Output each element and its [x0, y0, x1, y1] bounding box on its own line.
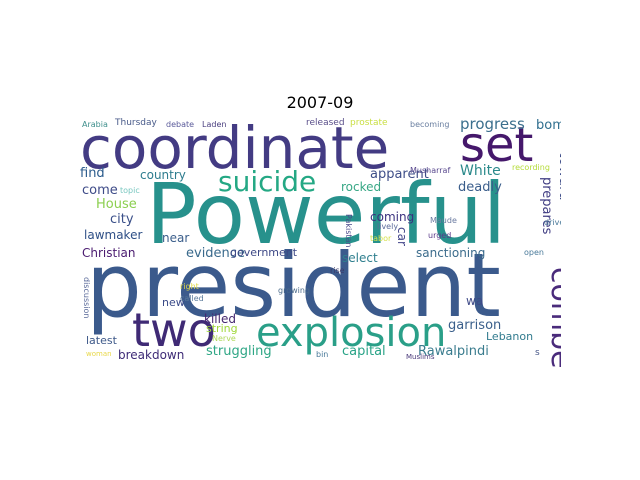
word-right: right [180, 282, 199, 291]
word-suicide: suicide [218, 165, 317, 198]
word-select: select [342, 251, 378, 265]
word-struggling: struggling [206, 344, 272, 359]
word-country: country [140, 168, 186, 182]
word-rocked: rocked [341, 180, 382, 194]
word-white: White [460, 163, 501, 179]
word-toward: toward [556, 152, 561, 201]
word-find: find [80, 166, 105, 181]
word-called: called [180, 294, 204, 303]
word-deadly: deadly [458, 180, 502, 195]
word-explosion: explosion [256, 310, 447, 356]
word-released: released [306, 118, 345, 128]
word-president: president [86, 234, 501, 337]
word-prostate: prostate [350, 118, 388, 128]
word-rawalpindi: Rawalpindi [418, 344, 489, 359]
word-muslims: Muslims [406, 353, 435, 361]
word-house: House [96, 197, 137, 212]
word-come: come [82, 183, 118, 198]
word-discussion: discussion [82, 277, 91, 319]
word-bin: bin [316, 350, 329, 359]
word-christian: Christian [82, 246, 136, 260]
word-progress: progress [460, 117, 525, 133]
word-city: city [110, 212, 134, 227]
word-growing: growing [278, 286, 310, 295]
word-car: car [395, 227, 409, 246]
word-topic: topic [120, 186, 140, 195]
word-evidence: evidence [186, 246, 245, 261]
word-urged: urged [428, 231, 452, 240]
word-coordinate: coordinate [80, 117, 390, 182]
word-open: open [524, 248, 544, 257]
word-bomb: bomb [536, 118, 561, 133]
word-becoming: becoming [410, 120, 450, 129]
word-capital: capital [342, 344, 386, 359]
word-near: near [162, 231, 190, 245]
word-s: s [535, 348, 540, 358]
word-lawmaker: lawmaker [84, 228, 143, 242]
word-latest: latest [86, 334, 117, 347]
word-wa: wa [466, 294, 484, 308]
word-tabor: tabor [370, 234, 392, 243]
word-lively: lively [377, 222, 399, 231]
figure-title: 2007-09 [286, 93, 354, 112]
word-string: string [206, 322, 238, 335]
word-government: government [230, 246, 298, 259]
word-rise: rise [330, 266, 345, 275]
word-arabia: Arabia [82, 120, 108, 129]
word-apparent: apparent [370, 167, 429, 182]
word-comber: comber [544, 267, 561, 367]
word-set: set [460, 117, 534, 173]
word-woman: woman [86, 350, 112, 358]
word-thursday: Thursday [115, 118, 157, 128]
word-pakistan: Pakistan [344, 214, 353, 248]
word-recording: recording [512, 163, 550, 172]
word-debate: debate [166, 120, 195, 129]
word-nerve: Nerve [212, 334, 236, 343]
word-breakdown: breakdown [118, 348, 185, 362]
word-coming: coming [370, 210, 415, 224]
word-laden: Laden [202, 120, 227, 129]
word-powerful: Powerful [146, 165, 507, 263]
word-killed: killed [204, 312, 236, 326]
word-new: new [162, 296, 185, 309]
word-lebanon: Lebanon [486, 330, 534, 343]
word-sanctioning: sanctioning [416, 246, 486, 260]
word-prepares: prepares [539, 177, 554, 235]
word-cloud: coordinate set Powerful president two ex… [80, 117, 561, 367]
word-two: two [132, 303, 216, 357]
word-drive: drive [544, 218, 561, 227]
word-musharraf: Musharraf [410, 166, 451, 175]
word-maude: Maude [430, 216, 457, 225]
word-garrison: garrison [448, 318, 502, 333]
